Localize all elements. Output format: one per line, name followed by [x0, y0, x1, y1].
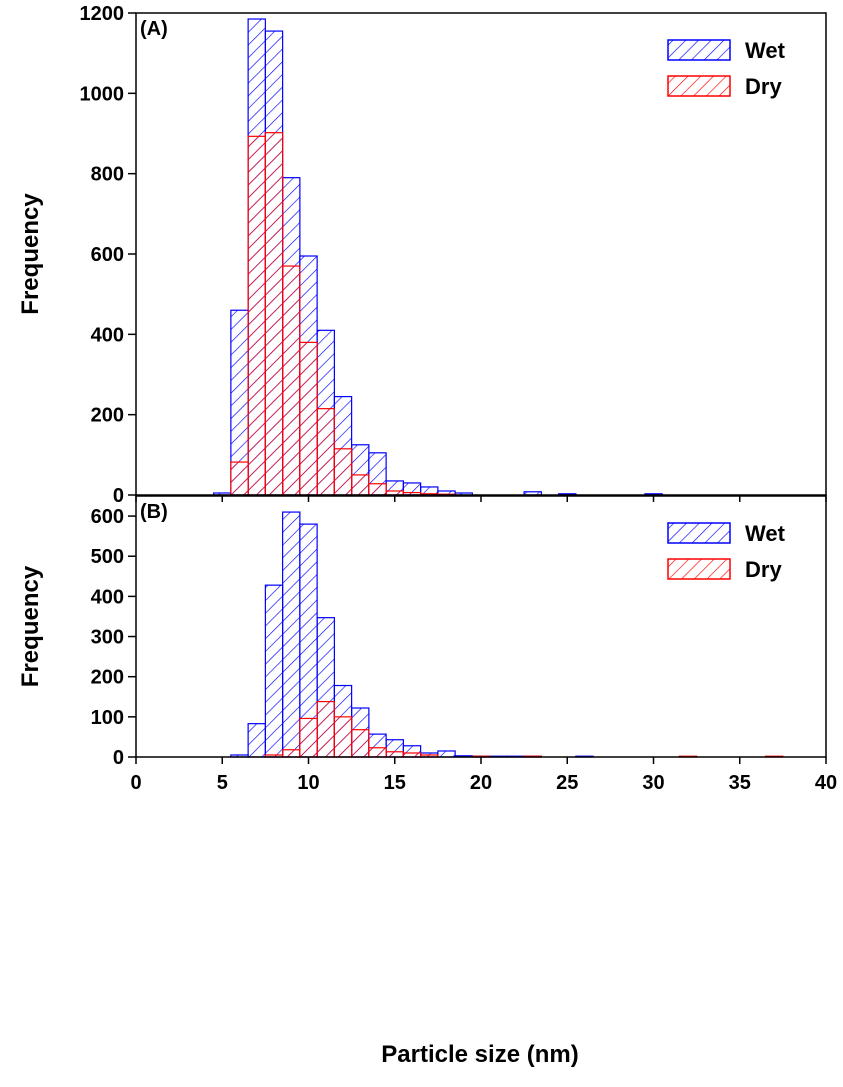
legend-label-wet: Wet	[745, 38, 786, 63]
bar-dry	[299, 341, 318, 496]
bar-dry	[368, 483, 387, 496]
bar-wet	[264, 584, 284, 758]
panel-a: 0 200 400 600 800 1000 1200 Frequency (A) Wet Dry	[17, 3, 827, 507]
y-tick-label: 200	[91, 405, 124, 427]
bar-wet	[437, 750, 456, 758]
x-tick-label: 35	[729, 772, 751, 794]
x-tick-label: 25	[556, 772, 578, 794]
bar-dry	[385, 751, 404, 758]
panel-label: (B)	[140, 501, 168, 523]
bar-dry	[351, 729, 370, 758]
bar-dry	[333, 448, 353, 496]
x-tick-label: 40	[815, 772, 837, 794]
y-tick-label: 200	[91, 667, 124, 689]
x-axis-label: Particle size (nm)	[381, 1041, 578, 1068]
y-tick-label: 100	[91, 707, 124, 729]
bar-dry	[333, 716, 353, 758]
bar-dry	[351, 474, 370, 496]
panel-label: (A)	[140, 18, 168, 40]
legend-label-dry: Dry	[745, 74, 782, 99]
x-tick-label: 5	[217, 772, 228, 794]
bar-wet	[247, 723, 266, 758]
x-tick-label: 30	[642, 772, 664, 794]
legend-label-dry: Dry	[745, 557, 782, 582]
x-tick-label: 15	[384, 772, 406, 794]
y-tick-label: 600	[91, 244, 124, 266]
y-tick-label: 500	[91, 546, 124, 568]
y-tick-label: 300	[91, 627, 124, 649]
y-axis-label: Frequency	[17, 565, 44, 687]
bar-dry	[368, 747, 387, 758]
y-tick-label: 800	[91, 164, 124, 186]
y-tick-label: 600	[91, 506, 124, 528]
x-tick-label: 20	[470, 772, 492, 794]
legend-label-wet: Wet	[745, 521, 786, 546]
x-tick-label: 0	[130, 772, 141, 794]
y-tick-label: 0	[113, 485, 124, 507]
y-axis-label: Frequency	[17, 193, 44, 315]
bar-dry	[316, 408, 335, 496]
bar-wet	[282, 511, 301, 758]
y-tick-label: 1200	[80, 3, 125, 25]
legend-swatch-wet	[667, 39, 731, 61]
bar-dry	[282, 749, 301, 758]
y-tick-label: 0	[113, 747, 124, 769]
bar-dry	[247, 135, 266, 496]
legend-swatch-dry	[667, 558, 731, 580]
bar-dry	[282, 265, 301, 496]
bar-dry	[316, 700, 335, 758]
panel-b: 0 100 200 300 400 500 600 0 5 10 15 20 25 30 35 40 Frequ…	[17, 495, 837, 794]
bar-dry	[230, 461, 249, 496]
legend-swatch-dry	[667, 75, 731, 97]
bar-dry	[264, 132, 284, 496]
legend-swatch-wet	[667, 522, 731, 544]
y-tick-label: 1000	[80, 83, 125, 105]
y-tick-label: 400	[91, 586, 124, 608]
bar-dry	[299, 717, 318, 758]
x-tick-label: 10	[297, 772, 319, 794]
y-tick-label: 400	[91, 324, 124, 346]
